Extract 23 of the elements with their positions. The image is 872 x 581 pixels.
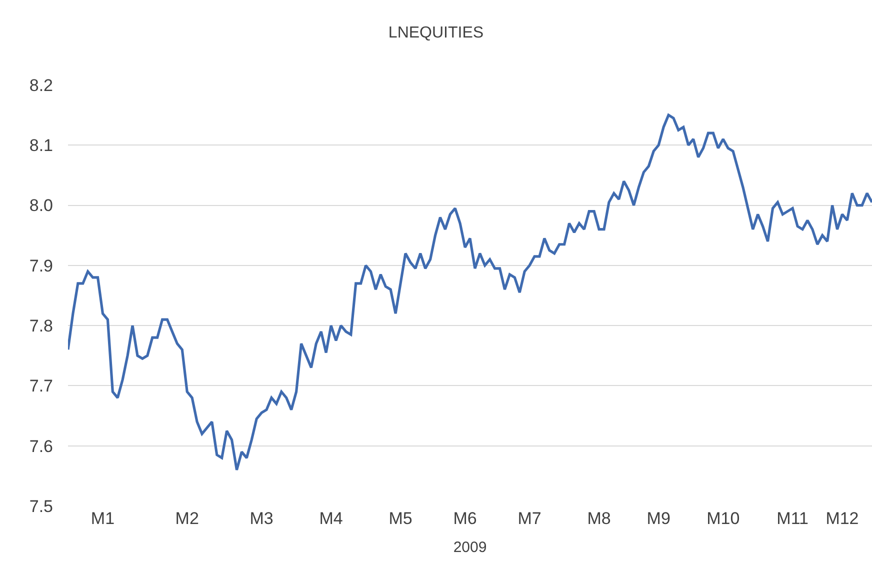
line-series (68, 114, 872, 472)
chart-title: LNEQUITIES (388, 24, 484, 42)
x-tick-label: M6 (453, 509, 477, 528)
x-tick-label: M8 (587, 509, 611, 528)
x-axis-title: 2009 (453, 539, 487, 556)
x-tick-label: M12 (826, 509, 859, 528)
y-tick-label: 8.1 (29, 136, 53, 156)
y-tick-label: 7.8 (29, 316, 53, 336)
x-tick-label: M7 (518, 509, 542, 528)
y-tick-label: 8.2 (29, 76, 53, 95)
x-tick-label: M11 (776, 509, 808, 528)
y-tick-label: 7.7 (29, 376, 53, 396)
x-tick-label: M10 (706, 509, 740, 528)
x-tick-label: M5 (388, 509, 412, 528)
x-tick-label: M4 (319, 509, 343, 528)
y-tick-label: 7.9 (29, 256, 53, 276)
y-tick-label: 7.5 (29, 496, 53, 516)
x-tick-label: M2 (175, 509, 199, 528)
x-tick-label: M3 (250, 509, 274, 528)
y-tick-label: 8.0 (29, 196, 53, 216)
x-tick-label: M1 (90, 509, 115, 528)
x-tick-label: M9 (646, 509, 670, 528)
y-tick-label: 7.6 (29, 436, 53, 456)
